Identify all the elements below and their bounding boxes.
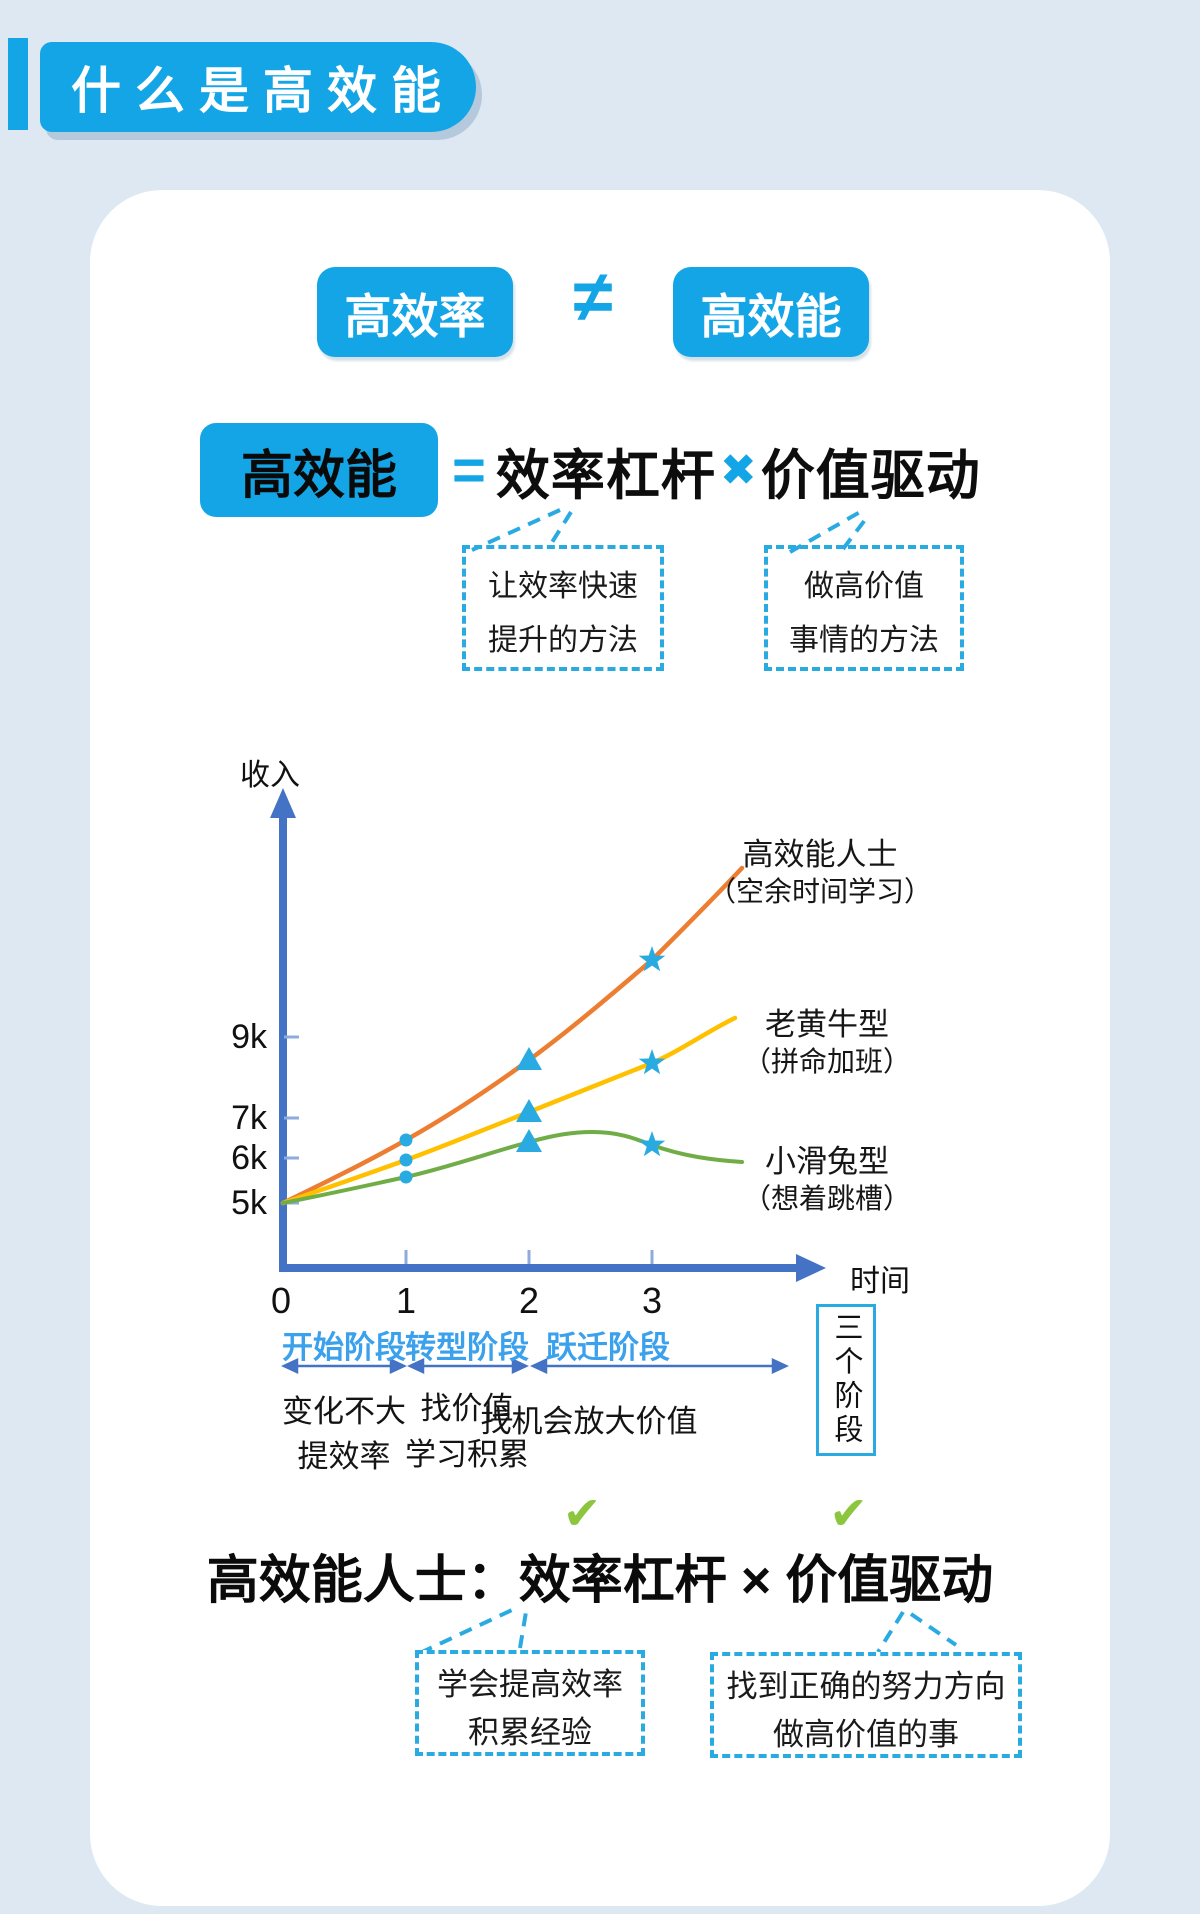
conclusion-prefix: 高效能人士： bbox=[206, 1552, 519, 1610]
equals-icon: = bbox=[452, 437, 486, 503]
phase-label-transform: 转型阶段 bbox=[405, 1330, 529, 1365]
header-banner: 什么是高效能 bbox=[40, 42, 476, 132]
legend-name: 小滑兔型 bbox=[765, 1144, 889, 1179]
page-title: 什么是高效能 bbox=[71, 63, 455, 119]
legend-name: 高效能人士 bbox=[742, 837, 898, 872]
y-tick-5k: 5k bbox=[231, 1184, 267, 1222]
legend-note: （空余时间学习） bbox=[707, 876, 932, 907]
phase-label-start: 开始阶段 bbox=[282, 1330, 406, 1365]
phase-desc: 提效率 bbox=[297, 1439, 391, 1474]
callout-line: 提升的方法 bbox=[488, 624, 638, 657]
x-tick-1: 1 bbox=[395, 1280, 417, 1321]
callout-efficiency-method: 让效率快速 提升的方法 bbox=[462, 545, 664, 671]
callout-line: 找到正确的努力方向 bbox=[726, 1669, 1006, 1704]
y-tick-7k: 7k bbox=[231, 1099, 267, 1137]
x-tick-0: 0 bbox=[270, 1280, 292, 1321]
formula-term-box: 高效能 bbox=[200, 423, 438, 517]
formula-row: 高效能 = 效率杠杆 ✖ 价值驱动 bbox=[200, 423, 981, 517]
callout-line: 做高价值的事 bbox=[773, 1717, 959, 1752]
legend-note: （想着跳槽） bbox=[742, 1183, 911, 1214]
callout-line: 让效率快速 bbox=[488, 570, 638, 603]
phase-desc: 找价值 bbox=[420, 1391, 514, 1426]
callout-line: 做高价值 bbox=[804, 570, 924, 603]
formula-factor1: 效率杠杆 bbox=[495, 445, 716, 506]
phase-desc: 学习积累 bbox=[405, 1437, 529, 1472]
multiply-icon: ✖ bbox=[719, 445, 757, 495]
phase-desc: 变化不大 bbox=[282, 1394, 406, 1429]
y-tick-6k: 6k bbox=[231, 1139, 267, 1177]
header-accent-bar bbox=[8, 38, 28, 130]
compare-box-effectiveness: 高效能 bbox=[673, 267, 869, 357]
compare-left-label: 高效率 bbox=[344, 289, 486, 343]
formula-factor2: 价值驱动 bbox=[760, 445, 981, 506]
three-stages-label: 三个阶段 bbox=[830, 1312, 862, 1448]
not-equal-icon: ≠ bbox=[573, 257, 613, 337]
legend-highperformer: 高效能人士 （空余时间学习） bbox=[705, 836, 935, 910]
compare-box-efficiency: 高效率 bbox=[317, 267, 513, 357]
check-icon: ✔ bbox=[562, 1487, 602, 1539]
legend-ox: 老黄牛型 （拼命加班） bbox=[712, 1006, 942, 1080]
multiply-sign: × bbox=[740, 1552, 772, 1610]
conclusion-term2: 价值驱动 bbox=[785, 1552, 994, 1610]
callout-right-direction: 找到正确的努力方向 做高价值的事 bbox=[710, 1652, 1022, 1758]
callout-line: 积累经验 bbox=[468, 1715, 592, 1750]
conclusion-term1: 效率杠杆 bbox=[518, 1552, 727, 1610]
callout-line: 事情的方法 bbox=[789, 624, 939, 657]
callout-value-method: 做高价值 事情的方法 bbox=[764, 545, 964, 671]
check-icon: ✔ bbox=[829, 1487, 868, 1539]
callout-line: 学会提高效率 bbox=[437, 1667, 623, 1702]
legend-note: （拼命加班） bbox=[742, 1046, 911, 1077]
x-axis-label: 时间 bbox=[850, 1265, 910, 1298]
three-stages-box: 三个阶段 bbox=[816, 1304, 876, 1456]
phase-label-leap: 跃迁阶段 bbox=[546, 1330, 670, 1365]
y-tick-9k: 9k bbox=[231, 1018, 267, 1056]
conclusion-title: 高效能人士： ✔ 效率杠杆 × ✔ 价值驱动 bbox=[90, 1487, 1110, 1613]
legend-rabbit: 小滑兔型 （想着跳槽） bbox=[712, 1143, 942, 1217]
phase-desc: 找机会放大价值 bbox=[480, 1404, 698, 1439]
y-axis-label: 收入 bbox=[240, 759, 300, 792]
x-tick-2: 2 bbox=[518, 1280, 540, 1321]
callout-learn-efficiency: 学会提高效率 积累经验 bbox=[415, 1650, 645, 1756]
x-tick-3: 3 bbox=[641, 1280, 663, 1321]
legend-name: 老黄牛型 bbox=[765, 1007, 889, 1042]
compare-right-label: 高效能 bbox=[700, 289, 842, 343]
